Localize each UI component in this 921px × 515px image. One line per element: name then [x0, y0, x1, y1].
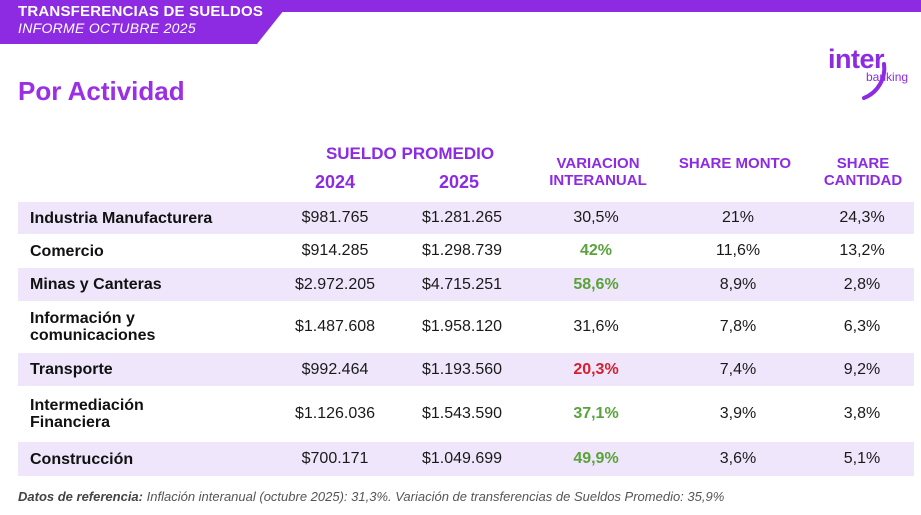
row-sueldo-2024: $700.171: [301, 450, 369, 467]
header-year-2024: 2024: [314, 172, 356, 192]
row-variacion: 42%: [579, 242, 613, 259]
row-sueldo-2025: $1.281.265: [421, 209, 503, 226]
row-share-monto: 7,8%: [719, 318, 757, 335]
table-row: Intermediación Financiera $1.126.036 $1.…: [18, 388, 914, 440]
report-subtitle: INFORME OCTUBRE 2025: [18, 20, 196, 36]
row-sueldo-2024: $2.972.205: [294, 275, 376, 293]
row-activity: Información y comunicaciones: [30, 310, 156, 344]
row-share-monto: 7,4%: [719, 360, 757, 378]
footnote: Datos de referencia: Inflación interanua…: [18, 489, 724, 504]
table-row: Transporte $992.464 $1.193.560 20,3% 7,4…: [18, 353, 914, 386]
table-row: Construcción $700.171 $1.049.699 49,9% 3…: [18, 442, 914, 476]
table-row: Industria Manufacturera $981.765 $1.281.…: [18, 202, 914, 234]
row-sueldo-2025: $1.298.739: [421, 242, 503, 259]
row-activity: Minas y Canteras: [30, 276, 162, 293]
row-share-monto: 3,9%: [719, 405, 757, 422]
row-activity: Construcción: [30, 450, 134, 468]
table-row: Comercio $914.285 $1.298.739 42% 11,6% 1…: [18, 235, 914, 267]
section-title: Por Actividad: [18, 76, 185, 106]
row-activity: Industria Manufacturera: [30, 209, 213, 227]
report-title: TRANSFERENCIAS DE SUELDOS: [18, 3, 264, 20]
row-activity: Comercio: [30, 242, 104, 260]
header-year-2025: 2025: [438, 172, 480, 192]
row-share-monto: 21%: [721, 209, 755, 226]
row-variacion: 49,9%: [573, 450, 619, 467]
row-share-monto: 11,6%: [715, 242, 761, 259]
logo-subtext: banking: [866, 70, 909, 84]
row-share-monto: 8,9%: [719, 275, 757, 293]
row-activity: Transporte: [30, 361, 113, 378]
row-share-monto: 3,6%: [719, 450, 757, 467]
row-sueldo-2024: $1.487.608: [294, 318, 376, 335]
row-variacion: 37,1%: [573, 405, 619, 422]
footnote-label: Datos de referencia:: [18, 489, 143, 504]
row-variacion: 31,6%: [573, 318, 619, 335]
row-sueldo-2025: $1.958.120: [421, 318, 503, 335]
row-sueldo-2024: $1.126.036: [294, 405, 376, 422]
row-sueldo-2024: $992.464: [301, 360, 369, 378]
logo-text: inter: [828, 44, 885, 74]
row-variacion: 20,3%: [573, 360, 619, 378]
row-sueldo-2024: $914.285: [301, 242, 369, 259]
row-sueldo-2025: $4.715.251: [421, 275, 503, 293]
footnote-text: Inflación interanual (octubre 2025): 31,…: [146, 489, 725, 504]
row-share-cantidad: 5,1%: [843, 450, 881, 467]
row-variacion: 58,6%: [573, 275, 619, 293]
interbanking-logo: inter banking: [818, 38, 918, 108]
header-share-cantidad: SHARE CANTIDAD: [823, 155, 903, 189]
header-share-monto: SHARE MONTO: [678, 155, 792, 172]
row-share-cantidad: 24,3%: [839, 209, 885, 226]
row-share-cantidad: 3,8%: [843, 405, 881, 422]
header-banner: [0, 0, 292, 44]
table-row: Minas y Canteras $2.972.205 $4.715.251 5…: [18, 268, 914, 301]
logo-arc-icon: [862, 62, 887, 100]
row-share-cantidad: 13,2%: [839, 242, 885, 259]
header-sueldo-promedio: SUELDO PROMEDIO: [325, 144, 495, 163]
row-share-cantidad: 6,3%: [843, 318, 881, 335]
table-row: Información y comunicaciones $1.487.608 …: [18, 302, 914, 352]
header-variacion: VARIACION INTERANUAL: [549, 155, 647, 189]
row-sueldo-2024: $981.765: [301, 209, 369, 226]
row-variacion: 30,5%: [573, 209, 619, 226]
row-activity: Intermediación Financiera: [30, 397, 144, 431]
row-share-cantidad: 9,2%: [843, 360, 881, 378]
row-sueldo-2025: $1.193.560: [421, 360, 503, 378]
row-sueldo-2025: $1.049.699: [421, 450, 503, 467]
row-sueldo-2025: $1.543.590: [421, 405, 503, 422]
row-share-cantidad: 2,8%: [843, 275, 881, 293]
